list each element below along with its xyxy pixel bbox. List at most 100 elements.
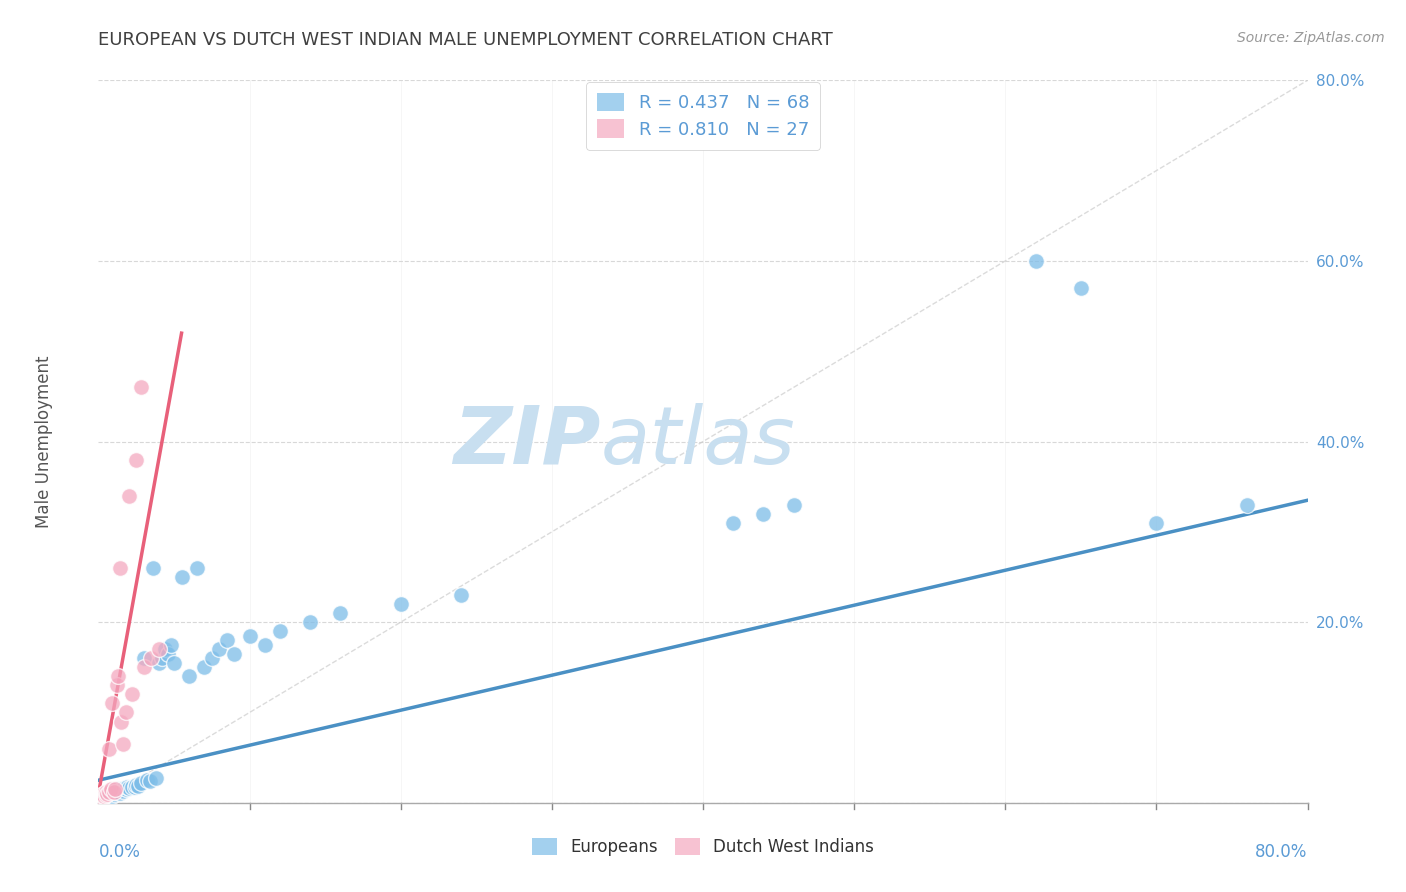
Point [105,678,128,692]
Point [91,790,114,805]
Point [160,638,183,652]
Point [121,780,143,794]
Point [148,656,170,670]
Text: 80.0%: 80.0% [1256,843,1308,861]
Point [752,507,775,521]
Point [94,788,117,802]
Point [94,790,117,805]
Point [145,771,167,785]
Point [193,660,215,674]
Point [112,781,135,796]
Point [104,785,127,799]
Point [108,561,131,575]
Point [115,780,138,795]
Point [224,647,246,661]
Text: EUROPEAN VS DUTCH WEST INDIAN MALE UNEMPLOYMENT CORRELATION CHART: EUROPEAN VS DUTCH WEST INDIAN MALE UNEMP… [98,31,834,49]
Point [110,783,132,797]
Point [90,789,112,804]
Point [101,786,124,800]
Point [103,787,125,801]
Point [94,785,117,799]
Point [90,790,112,805]
Point [124,780,146,795]
Point [91,787,114,801]
Point [208,642,231,657]
Point [93,788,115,802]
Point [98,789,121,804]
Text: 0.0%: 0.0% [98,843,141,861]
Point [1144,516,1167,530]
Point [1024,254,1046,268]
Point [94,789,117,804]
Text: Male Unemployment: Male Unemployment [35,355,53,528]
Point [98,785,121,799]
Point [215,633,238,648]
Point [1070,281,1092,295]
Point [125,452,148,467]
Point [96,789,118,803]
Point [103,785,125,799]
Point [142,561,165,575]
Point [90,792,112,806]
Point [299,615,322,630]
Point [163,656,186,670]
Point [127,779,149,793]
Point [201,651,224,665]
Point [253,638,276,652]
Text: Source: ZipAtlas.com: Source: ZipAtlas.com [1237,31,1385,45]
Point [783,498,806,512]
Point [179,669,201,683]
Point [107,669,129,683]
Point [100,782,122,797]
Point [101,697,124,711]
Point [93,791,115,805]
Text: ZIP: ZIP [453,402,600,481]
Text: atlas: atlas [600,402,794,481]
Point [94,787,117,801]
Point [98,785,121,799]
Point [111,737,134,751]
Point [114,782,136,797]
Point [150,651,173,665]
Point [118,489,141,503]
Point [108,786,131,800]
Point [110,714,132,729]
Point [156,647,179,661]
Point [118,781,141,796]
Point [91,789,114,803]
Point [89,791,111,805]
Point [121,687,143,701]
Point [170,570,193,584]
Point [132,660,155,674]
Point [132,651,155,665]
Point [1236,498,1258,512]
Point [450,588,472,602]
Point [329,606,352,620]
Point [141,651,163,665]
Point [239,629,262,643]
Point [269,624,291,639]
Point [723,516,745,530]
Point [104,782,127,797]
Point [101,789,124,803]
Point [389,597,412,611]
Point [96,787,118,801]
Point [135,773,157,788]
Point [103,783,125,797]
Point [93,789,115,803]
Point [148,642,170,657]
Point [114,706,136,720]
Point [98,741,121,756]
Point [129,776,152,790]
Point [111,784,134,798]
Point [89,791,111,805]
Point [125,778,148,792]
Point [100,788,122,802]
Point [107,782,129,797]
Point [153,642,176,657]
Point [96,786,118,800]
Point [105,784,128,798]
Point [91,789,114,804]
Point [100,784,122,798]
Point [129,380,152,394]
